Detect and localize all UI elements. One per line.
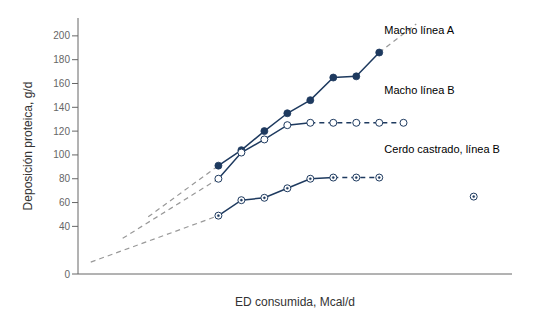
svg-text:60: 60 <box>59 197 71 208</box>
svg-text:Macho línea A: Macho línea A <box>384 24 454 36</box>
svg-text:Deposición proteica, g/d: Deposición proteica, g/d <box>21 82 35 211</box>
svg-text:140: 140 <box>53 102 70 113</box>
svg-text:ED consumida, Mcal/d: ED consumida, Mcal/d <box>235 295 355 309</box>
svg-text:Macho línea B: Macho línea B <box>384 84 454 96</box>
svg-text:80: 80 <box>59 173 71 184</box>
svg-text:0: 0 <box>64 269 70 280</box>
svg-text:160: 160 <box>53 78 70 89</box>
svg-text:180: 180 <box>53 54 70 65</box>
svg-text:40: 40 <box>59 221 71 232</box>
svg-text:100: 100 <box>53 149 70 160</box>
svg-text:Cerdo castrado, línea B: Cerdo castrado, línea B <box>384 143 500 155</box>
svg-text:120: 120 <box>53 126 70 137</box>
svg-text:200: 200 <box>53 30 70 41</box>
